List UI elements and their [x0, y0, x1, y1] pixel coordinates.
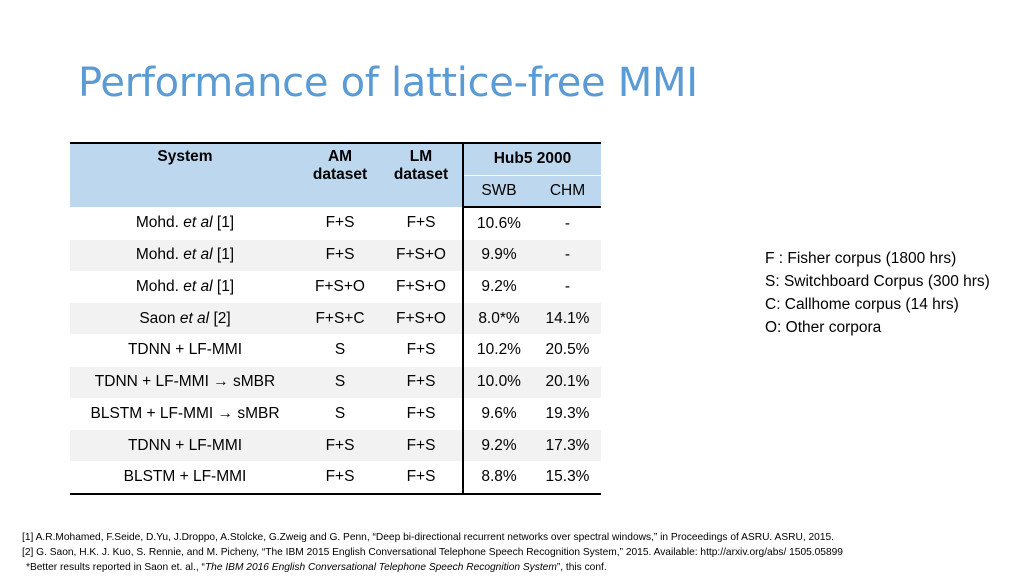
header-hub5: Hub5 2000 — [463, 141, 601, 176]
table-row: Mohd. et al [1] F+S F+S 10.6% - — [70, 207, 601, 241]
reference-1: [1] A.R.Mohamed, F.Seide, D.Yu, J.Droppo… — [22, 532, 834, 543]
cell-system: TDNN + LF-MMI → sMBR — [70, 366, 300, 399]
cell-lm: F+S — [380, 334, 464, 367]
cell-am: F+S+C — [300, 302, 380, 336]
cell-swb: 9.6% — [463, 398, 534, 431]
header-swb: SWB — [463, 175, 534, 209]
table-row: Mohd. et al [1] F+S+O F+S+O 9.2% - — [70, 271, 601, 304]
table-row: BLSTM + LF-MMI → sMBR S F+S 9.6% 19.3% — [70, 398, 601, 431]
cell-system: TDNN + LF-MMI — [70, 429, 300, 462]
cell-swb: 10.0% — [463, 366, 534, 399]
legend-other: O: Other corpora — [765, 319, 882, 336]
cell-am: F+S — [300, 461, 380, 495]
cell-swb: 8.0*% — [463, 302, 534, 336]
cell-lm: F+S — [380, 429, 464, 462]
cell-system: Mohd. et al [1] — [70, 207, 300, 241]
cell-am: F+S — [300, 207, 380, 241]
cell-system: Mohd. et al [1] — [70, 239, 300, 272]
cell-am: S — [300, 366, 380, 399]
header-lm-line2: dataset — [393, 166, 449, 183]
reference-2: [2] G. Saon, H.K. J. Kuo, S. Rennie, and… — [22, 547, 843, 558]
cell-chm: 14.1% — [534, 302, 601, 336]
cell-system: BLSTM + LF-MMI — [70, 461, 300, 495]
cell-swb: 9.2% — [463, 429, 534, 462]
table-row: TDNN + LF-MMI F+S F+S 9.2% 17.3% — [70, 429, 601, 462]
cell-chm: 19.3% — [534, 398, 601, 431]
cell-am: S — [300, 334, 380, 367]
cell-chm: 20.5% — [534, 334, 601, 367]
cell-swb: 9.9% — [463, 239, 534, 272]
header-lm-dataset: LM dataset — [380, 141, 464, 208]
cell-chm: - — [534, 239, 601, 272]
header-am-dataset: AM dataset — [300, 141, 380, 208]
results-table: System AM dataset LM dataset Hub5 2000 S… — [70, 141, 601, 495]
slide-title: Performance of lattice-free MMI — [78, 60, 698, 106]
corpus-legend: F : Fisher corpus (1800 hrs) S: Switchbo… — [765, 247, 990, 339]
cell-chm: 15.3% — [534, 461, 601, 495]
cell-lm: F+S+O — [380, 302, 464, 336]
cell-am: F+S — [300, 429, 380, 462]
cell-system: Saon et al [2] — [70, 302, 300, 336]
cell-system: Mohd. et al [1] — [70, 271, 300, 304]
footnote-note: *Better results reported in Saon et. al.… — [26, 562, 607, 573]
references: [1] A.R.Mohamed, F.Seide, D.Yu, J.Droppo… — [22, 530, 843, 575]
cell-lm: F+S+O — [380, 271, 464, 304]
header-am-line1: AM — [327, 148, 353, 165]
cell-lm: F+S+O — [380, 239, 464, 272]
table-row: BLSTM + LF-MMI F+S F+S 8.8% 15.3% — [70, 461, 601, 495]
cell-swb: 10.2% — [463, 334, 534, 367]
legend-switchboard: S: Switchboard Corpus (300 hrs) — [765, 273, 990, 290]
cell-am: F+S+O — [300, 271, 380, 304]
cell-system: BLSTM + LF-MMI → sMBR — [70, 398, 300, 431]
cell-system: TDNN + LF-MMI — [70, 334, 300, 367]
cell-chm: - — [534, 271, 601, 304]
header-am-line2: dataset — [312, 166, 368, 183]
table-row: Mohd. et al [1] F+S F+S+O 9.9% - — [70, 239, 601, 272]
cell-am: F+S — [300, 239, 380, 272]
cell-swb: 10.6% — [463, 207, 534, 241]
table-row: TDNN + LF-MMI → sMBR S F+S 10.0% 20.1% — [70, 366, 601, 399]
header-chm: CHM — [534, 175, 601, 209]
header-lm-line1: LM — [409, 148, 433, 165]
cell-am: S — [300, 398, 380, 431]
cell-swb: 8.8% — [463, 461, 534, 495]
cell-swb: 9.2% — [463, 271, 534, 304]
header-system: System — [70, 141, 300, 208]
legend-fisher: F : Fisher corpus (1800 hrs) — [765, 250, 957, 267]
table-row: Saon et al [2] F+S+C F+S+O 8.0*% 14.1% — [70, 302, 601, 336]
cell-chm: 17.3% — [534, 429, 601, 462]
cell-lm: F+S — [380, 461, 464, 495]
cell-lm: F+S — [380, 366, 464, 399]
legend-callhome: C: Callhome corpus (14 hrs) — [765, 296, 959, 313]
cell-chm: 20.1% — [534, 366, 601, 399]
cell-lm: F+S — [380, 207, 464, 241]
cell-lm: F+S — [380, 398, 464, 431]
table-row: TDNN + LF-MMI S F+S 10.2% 20.5% — [70, 334, 601, 367]
cell-chm: - — [534, 207, 601, 241]
